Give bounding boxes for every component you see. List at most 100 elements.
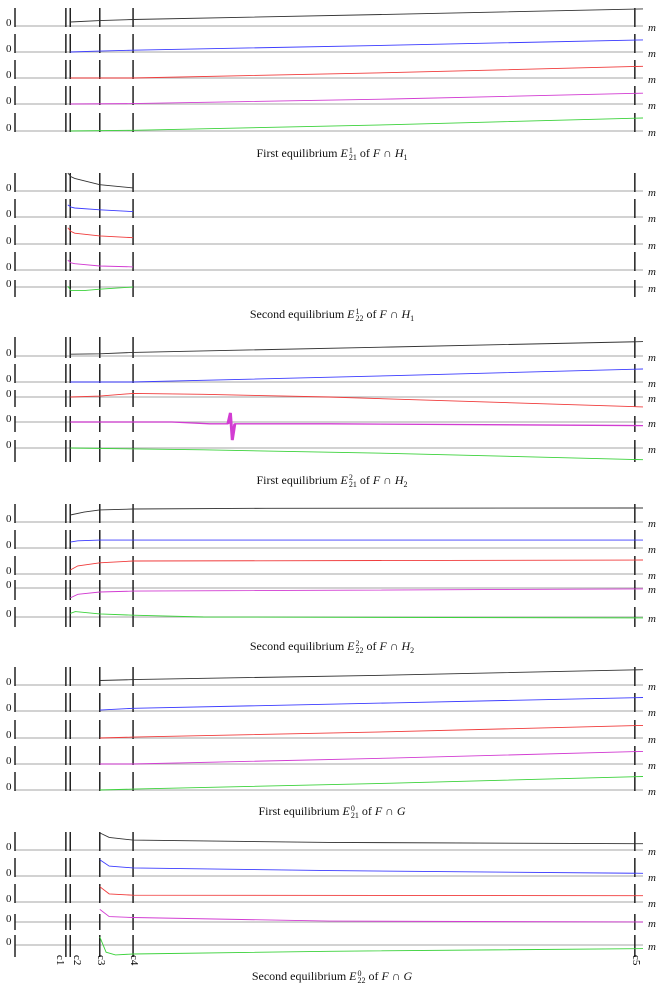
axis-label-m: m: [648, 786, 656, 798]
axis-label-m: m: [648, 240, 656, 252]
zero-label: 0: [6, 565, 12, 577]
zero-label: 0: [6, 69, 12, 81]
zero-label: 0: [6, 608, 12, 620]
axis-label-m: m: [648, 266, 656, 278]
panel-caption: First equilibrium E 0 21 of F ∩ G: [0, 804, 664, 820]
axis-label-m: m: [648, 872, 656, 884]
series-line-4: [70, 92, 644, 105]
x-tick-label-c2: c2: [71, 955, 84, 966]
series-line-4: [70, 588, 644, 599]
caption-set: F ∩ G: [381, 969, 413, 983]
axis-label-m: m: [648, 613, 656, 625]
caption-symbol: E: [340, 473, 348, 487]
caption-prefix: First equilibrium: [256, 146, 341, 160]
panel-caption: First equilibrium E 1 21 of F ∩ H1: [0, 146, 664, 162]
zero-label: 0: [6, 235, 12, 247]
series-line-2: [99, 859, 644, 874]
caption-set-subscript: 2: [403, 480, 408, 489]
series-line-5: [70, 447, 644, 461]
axis-label-m: m: [648, 213, 656, 225]
zero-label: 0: [6, 95, 12, 107]
caption-superscript: 2: [348, 473, 353, 483]
zero-label: 0: [6, 893, 12, 905]
zero-label: 0: [6, 278, 12, 290]
caption-superscript: 1: [348, 146, 353, 156]
series-line-1: [67, 172, 134, 189]
caption-prefix: Second equilibrium: [249, 307, 348, 321]
series-line-5: [70, 611, 644, 619]
axis-label-m: m: [648, 283, 656, 295]
caption-prefix: Second equilibrium: [251, 969, 350, 983]
caption-subscript: 22: [355, 646, 364, 656]
series-line-3: [70, 65, 644, 79]
zero-label: 0: [6, 579, 12, 591]
caption-of: of: [363, 639, 380, 653]
axis-label-m: m: [648, 187, 656, 199]
zero-label: 0: [6, 513, 12, 525]
axis-label-m: m: [648, 418, 656, 430]
series-line-3: [70, 559, 644, 571]
series-line-3: [99, 886, 644, 897]
caption-symbol: E: [342, 804, 350, 818]
zero-label: 0: [6, 936, 12, 948]
axis-label-m: m: [648, 444, 656, 456]
caption-indices: 2 22: [355, 639, 364, 656]
series-line-1: [70, 507, 644, 516]
series-line-2: [70, 39, 644, 53]
axis-label-m: m: [648, 393, 656, 405]
zero-label: 0: [6, 208, 12, 220]
zero-label: 0: [6, 755, 12, 767]
panel-caption: Second equilibrium E 0 22 of F ∩ G: [0, 969, 664, 985]
series-line-1: [70, 8, 644, 23]
caption-set: F ∩ G: [374, 804, 406, 818]
axis-label-m: m: [648, 100, 656, 112]
axis-label-m: m: [648, 127, 656, 139]
series-line-1: [70, 341, 644, 355]
series-line-2: [70, 539, 643, 543]
series-line-3: [99, 724, 644, 739]
zero-label: 0: [6, 729, 12, 741]
axis-label-m: m: [648, 734, 656, 746]
zero-label: 0: [6, 347, 12, 359]
caption-indices: 1 21: [348, 146, 357, 163]
axis-label-m: m: [648, 570, 656, 582]
caption-of: of: [356, 473, 373, 487]
caption-subscript: 21: [348, 153, 357, 163]
axis-label-m: m: [648, 544, 656, 556]
panel-caption: First equilibrium E 2 21 of F ∩ H2: [0, 473, 664, 489]
series-line-5: [99, 936, 644, 956]
series-line-4: [99, 750, 644, 765]
caption-set: F ∩ H: [379, 307, 411, 321]
caption-superscript: 2: [355, 639, 360, 649]
series-line-4: [70, 412, 644, 441]
zero-label: 0: [6, 43, 12, 55]
caption-set-subscript: 2: [410, 646, 415, 655]
panel-caption: Second equilibrium E 2 22 of F ∩ H2: [0, 639, 664, 655]
panel-caption: Second equilibrium E 1 22 of F ∩ H1: [0, 307, 664, 323]
caption-of: of: [356, 146, 373, 160]
axis-label-m: m: [648, 846, 656, 858]
x-tick-label-c4: c4: [128, 955, 141, 966]
zero-label: 0: [6, 388, 12, 400]
caption-subscript: 21: [348, 480, 357, 490]
axis-label-m: m: [648, 707, 656, 719]
caption-symbol: E: [340, 146, 348, 160]
axis-label-m: m: [648, 48, 656, 60]
zero-label: 0: [6, 413, 12, 425]
zero-label: 0: [6, 439, 12, 451]
caption-superscript: 1: [355, 307, 360, 317]
caption-indices: 0 22: [358, 969, 366, 984]
zero-label: 0: [6, 676, 12, 688]
caption-symbol: E: [347, 307, 355, 321]
zero-label: 0: [6, 913, 12, 925]
x-tick-label-c5: c5: [629, 955, 642, 966]
caption-prefix: Second equilibrium: [249, 639, 348, 653]
series-line-2: [67, 204, 134, 213]
caption-set-subscript: 1: [410, 314, 415, 323]
axis-label-m: m: [648, 74, 656, 86]
x-tick-label-c1: c1: [53, 955, 66, 966]
caption-subscript: 22: [355, 314, 364, 324]
series-line-1: [99, 669, 644, 681]
